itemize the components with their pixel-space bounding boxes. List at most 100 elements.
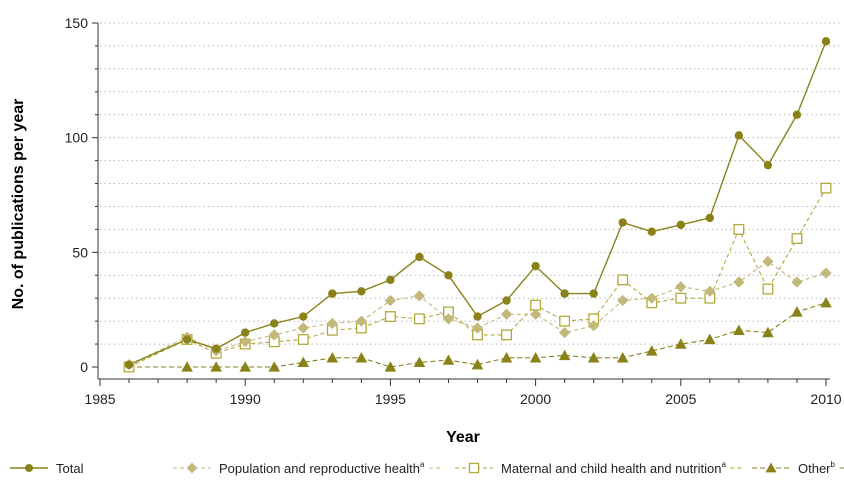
data-point [500, 308, 513, 320]
data-point [704, 285, 716, 297]
data-point [270, 319, 279, 328]
data-point [791, 276, 803, 288]
data-point [705, 213, 715, 223]
data-point [675, 281, 687, 293]
data-point [413, 313, 425, 325]
legend-label: Maternal and child health and nutritiona [501, 460, 726, 476]
data-point [616, 352, 629, 363]
data-point [734, 131, 744, 140]
data-point [587, 352, 600, 363]
data-point [241, 328, 250, 337]
data-point [617, 274, 629, 286]
y-tick-label: 50 [72, 244, 88, 260]
data-point [239, 361, 251, 372]
legend-label: Otherb [798, 460, 836, 476]
data-point [820, 182, 832, 194]
data-point [415, 252, 424, 262]
legend-superscript: a [420, 460, 425, 469]
series-line-0 [128, 41, 827, 366]
data-point [530, 299, 542, 311]
data-point [181, 361, 193, 372]
legend-superscript: a [721, 460, 726, 469]
data-point [413, 356, 426, 368]
data-point [530, 308, 542, 320]
data-point [297, 322, 309, 334]
data-point [384, 294, 396, 307]
data-point [413, 290, 426, 302]
data-point [589, 289, 598, 298]
series-line-3 [129, 302, 827, 368]
data-point [791, 233, 803, 245]
data-point [501, 329, 513, 341]
data-point [442, 354, 455, 365]
x-tick-label: 1990 [230, 391, 261, 407]
data-point [618, 218, 627, 227]
data-point [328, 289, 337, 298]
y-tick-label: 100 [65, 130, 89, 146]
data-point [762, 255, 774, 268]
data-point [384, 311, 396, 322]
y-tick-label: 0 [80, 359, 88, 375]
data-point [182, 335, 192, 344]
series-line-2 [128, 187, 827, 368]
data-point [675, 338, 687, 349]
data-point [502, 296, 511, 305]
data-point [763, 160, 773, 170]
x-tick-label: 1985 [84, 391, 115, 407]
data-point [211, 344, 221, 353]
legend-marker [468, 462, 480, 474]
data-point [268, 329, 280, 341]
data-point [558, 349, 571, 361]
data-point [355, 352, 368, 363]
y-axis-title: No. of publications per year [10, 99, 27, 310]
x-axis-title: Year [446, 429, 480, 446]
data-point [792, 110, 802, 119]
data-point [617, 294, 629, 307]
data-point [560, 289, 569, 298]
data-point [239, 336, 251, 348]
data-point [297, 334, 309, 345]
series-line-1 [128, 260, 827, 366]
gridlines [100, 22, 840, 345]
data-point [675, 292, 687, 304]
data-point [588, 320, 600, 332]
legend-marker [765, 462, 777, 473]
data-point [762, 283, 774, 295]
data-point [704, 333, 716, 345]
data-point [647, 227, 656, 236]
data-point [357, 287, 366, 296]
data-point [326, 352, 339, 363]
data-point [444, 271, 453, 280]
data-point [471, 322, 484, 334]
legend-label: Population and reproductive healtha [219, 460, 425, 476]
data-point [559, 327, 571, 339]
x-tick-label: 2000 [520, 391, 551, 407]
data-point [384, 361, 397, 372]
data-point [645, 345, 658, 356]
x-tick-label: 1995 [375, 391, 406, 407]
data-point [124, 360, 134, 369]
legend-label: Total [56, 461, 84, 476]
x-tick-label: 2005 [665, 391, 696, 407]
data-point [646, 292, 658, 304]
data-point [355, 315, 367, 327]
data-point [471, 358, 484, 370]
data-point [297, 356, 310, 368]
data-point [820, 267, 832, 279]
series-lines [128, 41, 827, 368]
data-point [529, 352, 542, 363]
x-tick-label: 2010 [810, 391, 841, 407]
legend-marker [186, 462, 198, 474]
data-point [299, 312, 308, 321]
data-point [733, 223, 745, 235]
data-point [326, 317, 338, 330]
data-point [442, 313, 455, 325]
legend: Total Population and reproductive healtha… [10, 460, 844, 476]
data-point [386, 275, 395, 285]
legend-marker [25, 464, 33, 472]
data-point [473, 312, 482, 321]
data-point [531, 261, 540, 271]
data-point [762, 326, 774, 338]
